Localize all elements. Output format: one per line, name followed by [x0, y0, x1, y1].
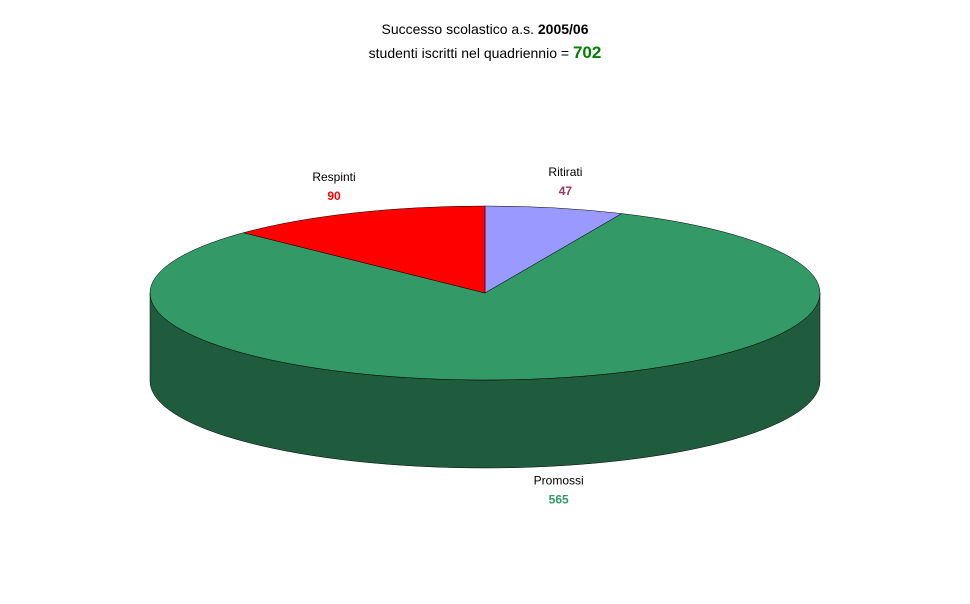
slice-label: Promossi — [534, 474, 584, 488]
value-label: 90 — [327, 189, 341, 203]
chart-subtitle: studenti iscritti nel quadriennio = 702 — [369, 43, 602, 62]
value-label: 47 — [559, 184, 573, 198]
slice — [242, 205, 486, 294]
chart-title: Successo scolastico a.s. 2005/06 — [381, 21, 588, 37]
slice-label: Respinti — [312, 170, 355, 184]
subtitle-text: studenti iscritti nel quadriennio = — [369, 45, 573, 61]
subtitle-total: 702 — [573, 43, 601, 62]
title-text: Successo scolastico a.s. — [381, 21, 537, 37]
slice-label: Ritirati — [548, 165, 582, 179]
title-year: 2005/06 — [538, 21, 589, 37]
slice — [149, 213, 821, 381]
value-label: 565 — [549, 493, 569, 507]
slice — [484, 205, 623, 294]
